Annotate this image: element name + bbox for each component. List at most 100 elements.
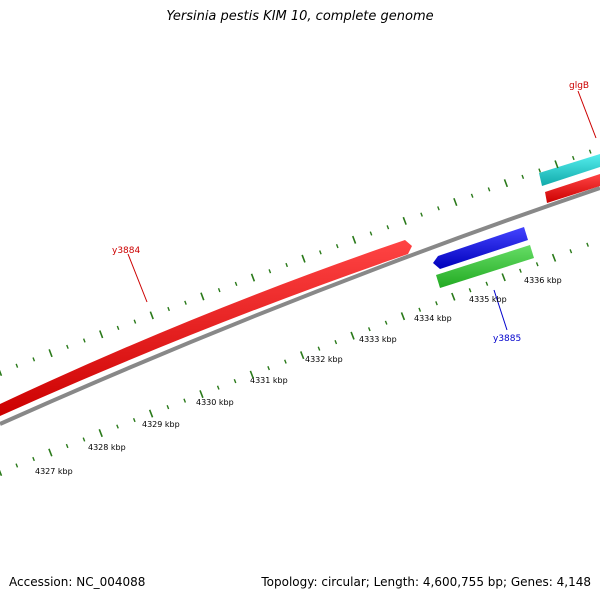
inner-ruler-tick xyxy=(468,288,472,293)
outer-ruler-tick xyxy=(554,160,559,169)
inner-ruler-tick xyxy=(65,443,69,449)
inner-ruler-tick xyxy=(400,312,406,321)
outer-ruler-tick xyxy=(234,281,238,286)
outer-ruler-tick xyxy=(470,193,474,198)
inner-ruler-tick xyxy=(418,307,422,312)
inner-ruler-tick xyxy=(148,409,154,418)
inner-ruler-tick xyxy=(32,456,35,462)
outer-ruler-tick xyxy=(351,235,357,244)
scale-label-4330: 4330 kbp xyxy=(196,398,234,407)
scale-label-4332: 4332 kbp xyxy=(305,355,343,364)
ruler-ticks xyxy=(0,149,592,477)
outer-ruler-tick xyxy=(268,269,272,274)
outer-ruler-tick xyxy=(116,325,120,331)
inner-ruler-tick xyxy=(501,273,506,282)
inner-ruler-tick xyxy=(350,331,355,340)
outer-ruler-tick xyxy=(184,300,187,305)
inner-ruler-tick xyxy=(233,378,237,384)
inner-ruler-tick xyxy=(367,327,371,332)
gene-label-y3884: y3884 xyxy=(112,246,141,256)
outer-ruler-tick xyxy=(285,262,289,268)
inner-ruler-tick xyxy=(569,249,573,254)
outer-ruler-tick xyxy=(437,206,440,211)
inner-ruler-tick xyxy=(535,262,539,267)
outer-ruler-tick xyxy=(200,292,205,301)
gene-y3885-arrow[interactable] xyxy=(433,227,528,269)
inner-ruler-tick xyxy=(384,320,388,325)
outer-ruler-tick xyxy=(588,149,592,154)
glgB-leader-line xyxy=(577,90,597,139)
gene-y3884-arrow[interactable] xyxy=(0,240,412,416)
inner-ruler-tick xyxy=(132,417,136,423)
inner-ruler-tick xyxy=(300,351,305,360)
outer-ruler-tick xyxy=(487,187,491,192)
inner-ruler-tick xyxy=(317,346,321,351)
inner-ruler-tick xyxy=(249,370,255,379)
outer-ruler-tick xyxy=(15,363,19,368)
outer-ruler-tick xyxy=(149,311,154,320)
outer-ruler-tick xyxy=(167,306,170,312)
scale-label-4327: 4327 kbp xyxy=(35,467,73,476)
outer-ruler-tick xyxy=(453,197,458,207)
outer-ruler-tick xyxy=(250,273,256,282)
scale-label-4328: 4328 kbp xyxy=(88,443,126,452)
gene-label-y3885: y3885 xyxy=(493,334,521,344)
inner-ruler-tick xyxy=(98,429,103,438)
inner-ruler-tick xyxy=(284,359,287,364)
outer-ruler-tick xyxy=(217,288,221,293)
map-title: Yersinia pestis KIM 10, complete genome xyxy=(166,9,434,24)
outer-ruler-tick xyxy=(503,179,509,188)
cds-green-bar[interactable] xyxy=(436,245,534,288)
outer-ruler-tick xyxy=(32,357,36,362)
scale-label-4329: 4329 kbp xyxy=(142,420,180,429)
outer-ruler-tick xyxy=(99,330,104,339)
inner-ruler-tick xyxy=(15,463,19,468)
inner-ruler-tick xyxy=(0,469,3,477)
outer-ruler-tick xyxy=(66,344,69,349)
inner-ruler-tick xyxy=(586,242,589,247)
inner-ruler-tick xyxy=(334,340,338,345)
genome-stats-label: Topology: circular; Length: 4,600,755 bp… xyxy=(261,575,591,589)
outer-ruler-tick xyxy=(521,174,525,179)
outer-ruler-tick xyxy=(133,319,137,324)
outer-ruler-tick xyxy=(538,168,541,173)
inner-ruler-tick xyxy=(216,385,220,390)
inner-ruler-tick xyxy=(48,448,53,457)
outer-ruler-tick xyxy=(48,349,53,358)
inner-ruler-tick xyxy=(267,366,270,371)
inner-ruler-tick xyxy=(82,437,86,442)
accession-label: Accession: NC_004088 xyxy=(9,575,146,589)
inner-ruler-tick xyxy=(551,253,557,262)
outer-ruler-tick xyxy=(571,155,575,161)
outer-ruler-tick xyxy=(319,250,322,255)
outer-ruler-tick xyxy=(0,369,3,377)
cds-cyan-bar[interactable] xyxy=(539,154,600,186)
inner-ruler-tick xyxy=(519,268,522,273)
outer-ruler-tick xyxy=(402,216,407,225)
outer-ruler-tick xyxy=(386,225,390,230)
scale-label-4334: 4334 kbp xyxy=(414,314,452,323)
outer-ruler-tick xyxy=(335,243,339,249)
scale-label-4333: 4333 kbp xyxy=(359,335,397,344)
inner-ruler-tick xyxy=(435,301,438,306)
inner-ruler-tick xyxy=(166,404,170,410)
outer-ruler-tick xyxy=(420,212,423,217)
scale-label-4336: 4336 kbp xyxy=(524,276,562,285)
y3884-leader-line xyxy=(127,253,148,303)
inner-ruler-tick xyxy=(183,398,187,403)
scale-label-4331: 4331 kbp xyxy=(250,376,288,385)
inner-ruler-tick xyxy=(116,424,119,429)
outer-ruler-tick xyxy=(82,338,86,343)
y3885-leader-line xyxy=(493,289,508,331)
genome-backbone xyxy=(0,186,600,426)
scale-label-4335: 4335 kbp xyxy=(469,295,507,304)
inner-ruler-tick xyxy=(485,281,489,286)
inner-ruler-tick xyxy=(451,292,456,301)
outer-ruler-tick xyxy=(369,231,373,236)
gene-glgB-arrow[interactable] xyxy=(545,174,600,203)
inner-ruler-tick xyxy=(199,390,204,399)
gene-label-glgB: glgB xyxy=(569,81,589,91)
outer-ruler-tick xyxy=(301,254,306,263)
